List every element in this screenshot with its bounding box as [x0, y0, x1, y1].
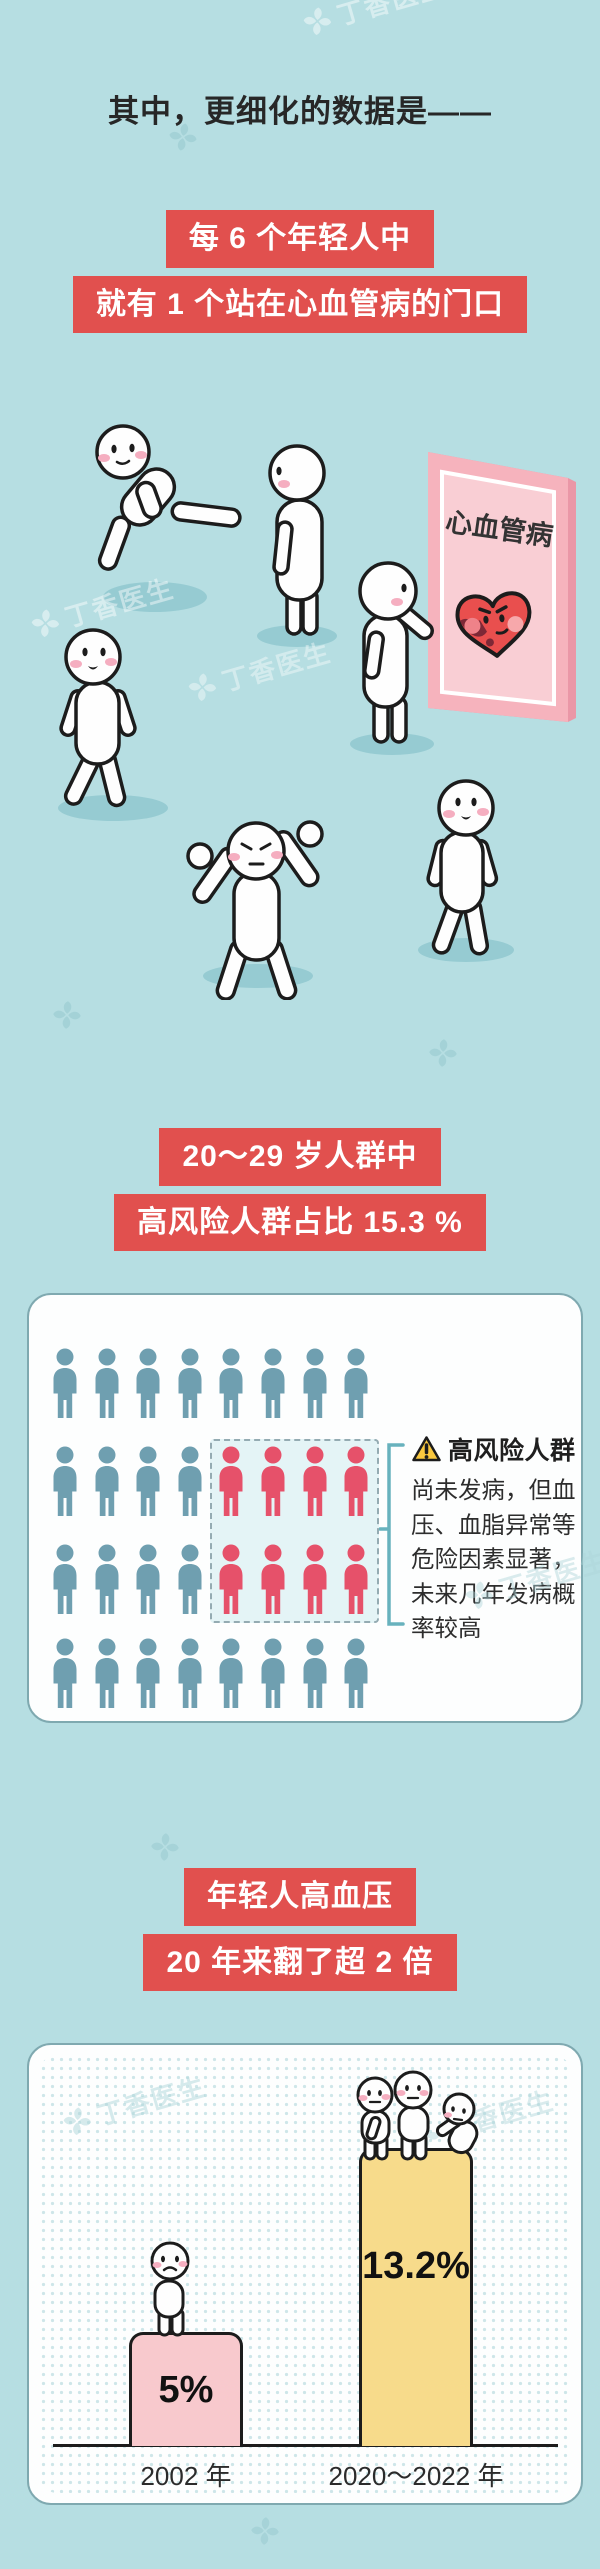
leaf-watermark-icon — [48, 996, 85, 1033]
person-icon-highrisk — [338, 1544, 374, 1616]
person-icon-normal — [130, 1544, 166, 1616]
person-icon-normal — [47, 1638, 83, 1710]
person-icon-normal — [213, 1348, 249, 1420]
cartoon-figures — [59, 424, 499, 1000]
bar-category-label: 2002 年 — [140, 2461, 232, 2491]
person-icon-normal — [130, 1348, 166, 1420]
figure-cheering — [186, 820, 324, 1000]
person-icon-normal — [172, 1446, 208, 1518]
leaf-watermark-icon — [146, 1828, 183, 1865]
bar-chart-card: 5% 2002 年 13.2% 2020～2022 年 — [27, 2043, 583, 2505]
x-axis-line — [53, 2444, 558, 2447]
sad-figure-on-bar — [150, 2241, 190, 2337]
high-risk-legend-title: 高风险人群 — [448, 1437, 576, 1465]
section-highrisk-banner-group: 20～29 岁人群中 高风险人群占比 15.3 % — [0, 1128, 600, 1251]
brand-watermark: 丁香医生 — [298, 0, 450, 43]
person-icon-normal — [338, 1638, 374, 1710]
bar-2002 年: 5% — [129, 2332, 243, 2446]
person-icon-highrisk — [297, 1544, 333, 1616]
leaf-watermark-icon — [246, 2512, 283, 2549]
bar-value-label: 5% — [158, 2369, 214, 2411]
person-icon-normal — [89, 1544, 125, 1616]
person-icon-normal — [47, 1544, 83, 1616]
bar-category-label: 2020～2022 年 — [328, 2461, 504, 2491]
person-icon-highrisk — [213, 1544, 249, 1616]
banner-hypertension-line1: 年轻人高血压 — [184, 1868, 416, 1926]
leaf-watermark-icon — [424, 1034, 461, 1071]
intro-text: 其中，更细化的数据是—— — [108, 94, 492, 129]
person-icon-normal — [47, 1348, 83, 1420]
person-icon-highrisk — [338, 1446, 374, 1518]
bar-2020～2022 年: 13.2% — [359, 2148, 473, 2446]
cardio-door-illustration: 心血管病 — [58, 424, 576, 1000]
person-icon-normal — [89, 1446, 125, 1518]
person-icon-normal — [172, 1544, 208, 1616]
angry-heart-icon — [455, 591, 532, 658]
halftone-texture — [39, 2055, 571, 2493]
banner-highrisk-line2: 高风险人群占比 15.3 % — [114, 1193, 486, 1251]
person-icon-highrisk — [213, 1446, 249, 1518]
figure-stretching — [95, 424, 242, 571]
person-icon-normal — [89, 1638, 125, 1710]
person-icon-normal — [172, 1348, 208, 1420]
person-icon-normal — [213, 1638, 249, 1710]
person-icon-normal — [47, 1446, 83, 1518]
banner-hypertension-line2: 20 年来翻了超 2 倍 — [143, 1933, 457, 1991]
person-icon-normal — [255, 1638, 291, 1710]
warning-icon — [412, 1436, 441, 1462]
person-icon-normal — [297, 1348, 333, 1420]
person-icon-highrisk — [255, 1544, 291, 1616]
banner-cardio-line1: 每 6 个年轻人中 — [165, 210, 435, 268]
figure-shadows — [58, 582, 514, 988]
section-hypertension-banner-group: 年轻人高血压 20 年来翻了超 2 倍 — [0, 1868, 600, 1991]
person-icon-normal — [338, 1348, 374, 1420]
person-icon-normal — [130, 1446, 166, 1518]
person-icon-normal — [255, 1348, 291, 1420]
figure-standing — [268, 444, 326, 636]
disease-door: 心血管病 — [428, 452, 576, 722]
figure-walking-left — [59, 628, 137, 808]
person-icon-normal — [89, 1348, 125, 1420]
person-icon-normal — [297, 1638, 333, 1710]
figures-on-tall-bar — [356, 2070, 479, 2161]
person-icon-normal — [130, 1638, 166, 1710]
high-risk-legend: 高风险人群 尚未发病，但血压、血脂异常等危险因素显著，未来几年发病概率较高 — [411, 1431, 587, 1646]
person-icon-highrisk — [297, 1446, 333, 1518]
person-icon-highrisk — [255, 1446, 291, 1518]
banner-cardio-line2: 就有 1 个站在心血管病的门口 — [72, 275, 528, 333]
figure-at-door — [358, 561, 434, 744]
section-cardio-banner-group: 每 6 个年轻人中 就有 1 个站在心血管病的门口 — [0, 210, 600, 333]
banner-highrisk-line1: 20～29 岁人群中 — [159, 1128, 441, 1186]
legend-bracket — [379, 1443, 405, 1626]
person-icon-normal — [172, 1638, 208, 1710]
high-risk-legend-note: 尚未发病，但血压、血脂异常等危险因素显著，未来几年发病概率较高 — [411, 1477, 576, 1641]
pictogram-chart-card: 高风险人群 尚未发病，但血压、血脂异常等危险因素显著，未来几年发病概率较高 — [27, 1293, 583, 1723]
bar-value-label: 13.2% — [362, 2245, 470, 2287]
figure-walking-right — [426, 779, 499, 956]
